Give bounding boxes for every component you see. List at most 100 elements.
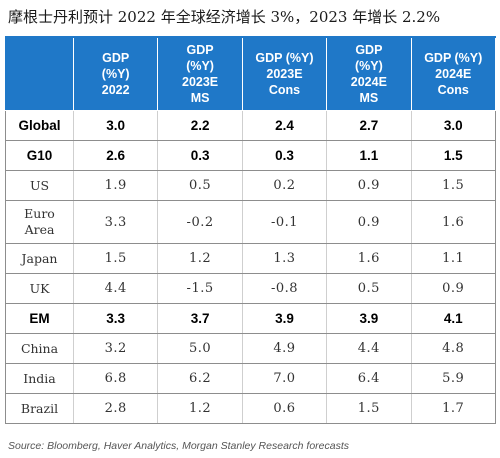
value-cell: 6.2 bbox=[157, 363, 243, 394]
value-cell: 0.3 bbox=[157, 140, 243, 171]
value-cell: 1.5 bbox=[326, 393, 412, 424]
column-header: GDP (%Y) 2023E Cons bbox=[241, 36, 328, 111]
table-row: G10 2.6 0.3 0.3 1.1 1.5 bbox=[5, 140, 496, 171]
table-row: Brazil 2.8 1.2 0.6 1.5 1.7 bbox=[5, 393, 496, 424]
value-cell: 3.9 bbox=[241, 303, 328, 334]
value-cell: 5.0 bbox=[157, 333, 243, 364]
row-label: UK bbox=[5, 273, 74, 304]
value-cell: 0.9 bbox=[410, 273, 496, 304]
value-cell: 2.7 bbox=[326, 110, 412, 141]
value-cell: 1.2 bbox=[157, 393, 243, 424]
value-cell: 4.9 bbox=[241, 333, 328, 364]
column-header: GDP (%Y) 2024E MS bbox=[326, 36, 412, 111]
value-cell: 1.6 bbox=[326, 243, 412, 274]
value-cell: 0.3 bbox=[241, 140, 328, 171]
column-header-line: GDP bbox=[355, 43, 383, 57]
value-cell: 1.1 bbox=[326, 140, 412, 171]
column-header-line: (%Y) bbox=[101, 67, 130, 81]
value-cell: 1.7 bbox=[410, 393, 496, 424]
column-header-line: MS bbox=[359, 91, 379, 105]
value-cell: 0.9 bbox=[326, 170, 412, 201]
value-cell: 3.2 bbox=[72, 333, 159, 364]
column-header-line: GDP (%Y) bbox=[255, 51, 314, 65]
column-header-line: (%Y) bbox=[354, 59, 383, 73]
value-cell: 3.9 bbox=[326, 303, 412, 334]
value-cell: 0.5 bbox=[157, 170, 243, 201]
gdp-forecast-table: GDP (%Y) 2022 GDP (%Y) 2023E MS GDP (%Y) 2023E Co… bbox=[5, 36, 496, 424]
value-cell: 1.3 bbox=[241, 243, 328, 274]
column-header-line: 2024E bbox=[350, 75, 387, 89]
table-row: US 1.9 0.5 0.2 0.9 1.5 bbox=[5, 170, 496, 201]
value-cell: 4.4 bbox=[326, 333, 412, 364]
value-cell: 0.2 bbox=[241, 170, 328, 201]
value-cell: 3.3 bbox=[72, 303, 159, 334]
row-label-line: Area bbox=[24, 222, 55, 237]
row-label: G10 bbox=[5, 140, 74, 171]
row-label: Japan bbox=[5, 243, 74, 274]
column-header-line: GDP bbox=[102, 51, 130, 65]
row-label: China bbox=[5, 333, 74, 364]
row-label: Global bbox=[5, 110, 74, 141]
page-title: 摩根士丹利预计 2022 年全球经济增长 3%，2023 年增长 2.2% bbox=[8, 8, 441, 26]
value-cell: 2.2 bbox=[157, 110, 243, 141]
value-cell: 1.5 bbox=[410, 140, 496, 171]
gdp-forecast-table-container: GDP (%Y) 2022 GDP (%Y) 2023E MS GDP (%Y) 2023E Co… bbox=[5, 36, 496, 424]
value-cell: 1.1 bbox=[410, 243, 496, 274]
value-cell: -0.1 bbox=[241, 200, 328, 244]
column-header: GDP (%Y) 2024E Cons bbox=[410, 36, 496, 111]
column-header: GDP (%Y) 2023E MS bbox=[157, 36, 243, 111]
value-cell: 3.0 bbox=[72, 110, 159, 141]
table-row: UK 4.4 -1.5 -0.8 0.5 0.9 bbox=[5, 273, 496, 304]
value-cell: 2.8 bbox=[72, 393, 159, 424]
value-cell: 1.9 bbox=[72, 170, 159, 201]
column-header-line: 2023E bbox=[182, 75, 219, 89]
table-row: China 3.2 5.0 4.9 4.4 4.8 bbox=[5, 333, 496, 364]
value-cell: 7.0 bbox=[241, 363, 328, 394]
value-cell: 2.6 bbox=[72, 140, 159, 171]
column-header-line: GDP bbox=[186, 43, 214, 57]
value-cell: 6.8 bbox=[72, 363, 159, 394]
column-header-line: Cons bbox=[268, 83, 301, 97]
column-header-line: GDP (%Y) bbox=[424, 51, 483, 65]
table-row: Global 3.0 2.2 2.4 2.7 3.0 bbox=[5, 110, 496, 141]
row-label: EM bbox=[5, 303, 74, 334]
row-label: Brazil bbox=[5, 393, 74, 424]
column-header-line: 2023E bbox=[266, 67, 303, 81]
column-header-line: Cons bbox=[437, 83, 469, 97]
table-body: Global 3.0 2.2 2.4 2.7 3.0 G10 2.6 0.3 0.3 1.1 1.5 U… bbox=[5, 110, 496, 424]
row-label: US bbox=[5, 170, 74, 201]
value-cell: 3.3 bbox=[72, 200, 159, 244]
value-cell: 1.5 bbox=[410, 170, 496, 201]
row-label: India bbox=[5, 363, 74, 394]
value-cell: -1.5 bbox=[157, 273, 243, 304]
value-cell: 1.6 bbox=[410, 200, 496, 244]
value-cell: 0.5 bbox=[326, 273, 412, 304]
row-label-line: Euro bbox=[24, 206, 55, 221]
value-cell: 3.7 bbox=[157, 303, 243, 334]
column-header-line: (%Y) bbox=[186, 59, 214, 73]
header-row: GDP (%Y) 2022 GDP (%Y) 2023E MS GDP (%Y) 2023E Co… bbox=[5, 36, 496, 111]
value-cell: 5.9 bbox=[410, 363, 496, 394]
value-cell: -0.2 bbox=[157, 200, 243, 244]
table-row: EM 3.3 3.7 3.9 3.9 4.1 bbox=[5, 303, 496, 334]
header-corner-cell bbox=[5, 36, 74, 111]
value-cell: 1.2 bbox=[157, 243, 243, 274]
value-cell: 4.8 bbox=[410, 333, 496, 364]
source-note: Source: Bloomberg, Haver Analytics, Morg… bbox=[8, 440, 350, 452]
value-cell: 3.0 bbox=[410, 110, 496, 141]
value-cell: 4.4 bbox=[72, 273, 159, 304]
row-label: Euro Area bbox=[5, 200, 74, 244]
value-cell: 0.6 bbox=[241, 393, 328, 424]
value-cell: 4.1 bbox=[410, 303, 496, 334]
table-header: GDP (%Y) 2022 GDP (%Y) 2023E MS GDP (%Y) 2023E Co… bbox=[5, 36, 496, 111]
column-header-line: 2024E bbox=[435, 67, 472, 81]
table-row: Japan 1.5 1.2 1.3 1.6 1.1 bbox=[5, 243, 496, 274]
column-header: GDP (%Y) 2022 bbox=[72, 36, 159, 111]
column-header-line: MS bbox=[190, 91, 210, 105]
value-cell: 0.9 bbox=[326, 200, 412, 244]
value-cell: 6.4 bbox=[326, 363, 412, 394]
table-row: India 6.8 6.2 7.0 6.4 5.9 bbox=[5, 363, 496, 394]
table-row: Euro Area 3.3 -0.2 -0.1 0.9 1.6 bbox=[5, 200, 496, 244]
column-header-line: 2022 bbox=[101, 83, 130, 97]
value-cell: 2.4 bbox=[241, 110, 328, 141]
